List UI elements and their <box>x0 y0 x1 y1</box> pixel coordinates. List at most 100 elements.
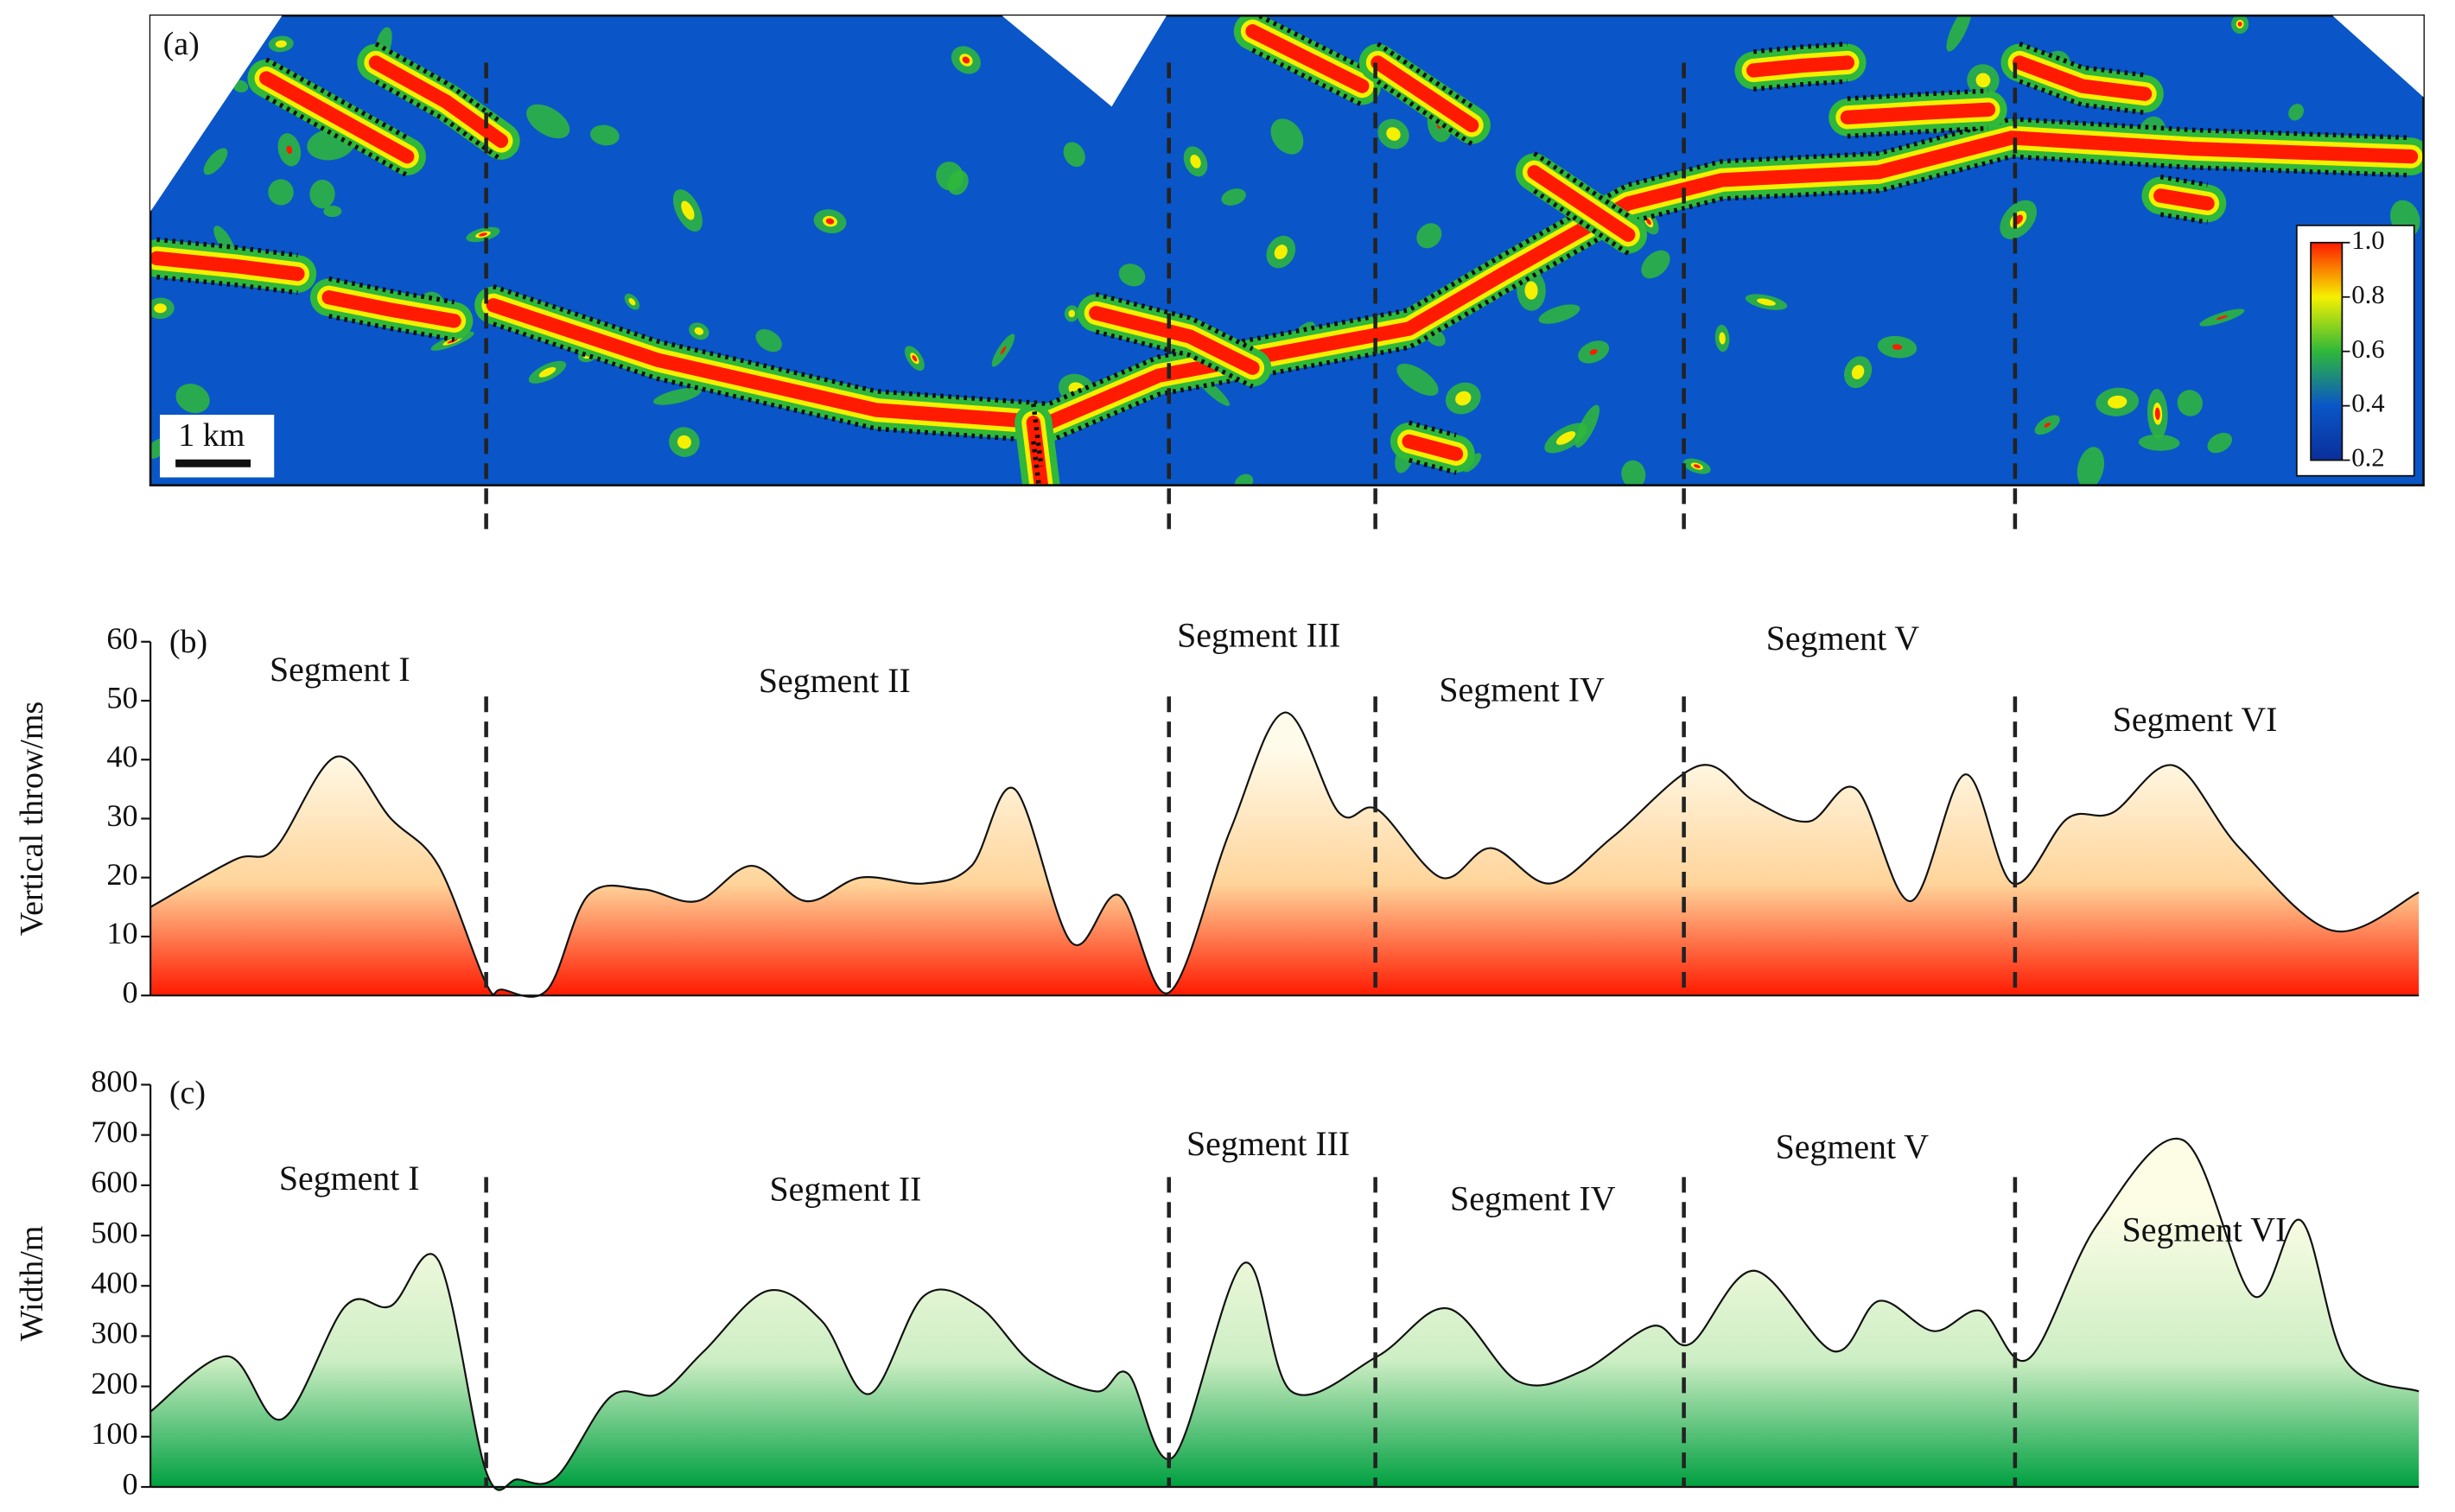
segment-label: Segment IV <box>1450 1178 1616 1217</box>
fault-core <box>1527 165 1636 242</box>
y-tick-label: 700 <box>91 1115 137 1149</box>
fault-outline <box>328 314 455 342</box>
map-blob-core <box>154 303 167 314</box>
scale-text: 1 km <box>178 417 245 454</box>
map-blob <box>268 179 294 206</box>
map-notch <box>1002 16 1167 107</box>
panel-label: (a) <box>163 26 200 62</box>
colorbar-tick-label: 1.0 <box>2351 226 2384 255</box>
map-blob-core <box>1386 127 1401 141</box>
y-tick-label: 400 <box>91 1266 137 1300</box>
map-blob <box>1621 460 1646 486</box>
profile-line <box>149 711 2420 998</box>
map-blob <box>2207 432 2233 454</box>
map-blob-core <box>1757 298 1776 306</box>
fault-core <box>1089 306 1260 375</box>
y-tick-label: 10 <box>106 916 137 950</box>
segment-label: Segment VI <box>2122 1210 2287 1249</box>
colorbar-tick-label: 0.8 <box>2351 280 2384 309</box>
fault-outline <box>264 57 409 140</box>
fault-outline <box>374 41 503 124</box>
y-axis-label: Width/m <box>14 1226 50 1342</box>
panel-label: (b) <box>169 624 207 660</box>
map-blob-peak <box>2216 315 2228 321</box>
segment-label: Segment II <box>770 1170 922 1209</box>
map-blob <box>1234 473 1254 486</box>
fault-outline <box>1376 41 1473 109</box>
segment-label: Segment I <box>270 650 410 689</box>
fault-outline <box>1095 329 1254 389</box>
segment-label: Segment II <box>759 661 911 700</box>
map-blob-core <box>1719 332 1726 345</box>
fault-core <box>486 130 2419 430</box>
map-blob <box>1063 142 1085 168</box>
map-blob <box>1221 188 1246 206</box>
map-blob <box>1118 264 1146 287</box>
map-blob <box>1416 223 1442 249</box>
map <box>150 16 2424 486</box>
segment-label: Segment III <box>1186 1124 1350 1163</box>
map-blob <box>203 148 228 175</box>
fault-core <box>1402 434 1464 461</box>
fault-outline <box>374 79 503 162</box>
map-blob-core <box>538 366 557 378</box>
map-blob <box>1270 118 1304 155</box>
y-tick-label: 30 <box>106 798 137 833</box>
map-blob-peak <box>825 218 835 225</box>
y-tick-label: 40 <box>106 740 137 774</box>
map-blob <box>2288 104 2304 121</box>
map-blob-core <box>1068 309 1076 318</box>
map-blob-core <box>1274 245 1288 260</box>
y-tick-label: 500 <box>91 1215 137 1249</box>
map-blob <box>2177 390 2204 416</box>
colorbar <box>2310 241 2344 461</box>
map-blob-core <box>1851 365 1865 380</box>
map-blob <box>309 179 335 209</box>
fault-outline <box>1752 79 1848 92</box>
area-fill <box>150 712 2420 997</box>
map-blob <box>590 124 620 146</box>
fault-outline <box>2159 212 2209 225</box>
map-blob <box>1538 304 1580 324</box>
area-fill <box>150 1138 2420 1490</box>
fault-core <box>321 290 461 328</box>
map-blob-core <box>1975 73 1991 88</box>
map-blob-peak <box>1589 349 1598 355</box>
colorbar-tick-label: 0.6 <box>2351 334 2384 364</box>
map-blob-peak <box>962 56 970 64</box>
y-tick-label: 60 <box>106 621 137 656</box>
fault-core <box>1371 55 1479 133</box>
map-blob-core <box>2108 395 2127 409</box>
map-blob <box>232 79 249 92</box>
map-blob-peak <box>2154 407 2160 421</box>
y-axis-label: Vertical throw/ms <box>14 702 50 936</box>
fault-outline <box>2159 175 2209 187</box>
map-blob-peak <box>1892 344 1903 350</box>
map-blob <box>2077 447 2105 486</box>
y-tick-label: 50 <box>106 680 137 715</box>
map-blob <box>2138 434 2180 451</box>
map-blob <box>755 329 782 353</box>
map-blob-peak <box>479 232 487 237</box>
y-tick-label: 0 <box>123 1466 138 1501</box>
fault-core <box>2153 188 2215 211</box>
fault-core <box>259 71 415 164</box>
y-tick-label: 20 <box>106 857 137 892</box>
fault-outline <box>1847 125 1989 139</box>
map-blob-core <box>1190 155 1201 168</box>
map-blob <box>175 384 210 414</box>
map-blob <box>653 387 702 405</box>
map-blob <box>1946 16 1972 52</box>
segment-label: Segment III <box>1177 615 1340 654</box>
map-blob <box>323 206 342 218</box>
map-blob-core <box>694 327 704 335</box>
segment-label: Segment V <box>1766 619 1920 658</box>
fault-core <box>1245 24 1370 93</box>
fault-outline <box>1533 188 1630 256</box>
map-blob-peak <box>286 145 293 155</box>
map-blob-core <box>1455 391 1472 406</box>
map-frame <box>149 14 2425 486</box>
colorbar-tick-label: 0.4 <box>2351 389 2384 418</box>
map-blob-peak <box>1693 464 1701 468</box>
